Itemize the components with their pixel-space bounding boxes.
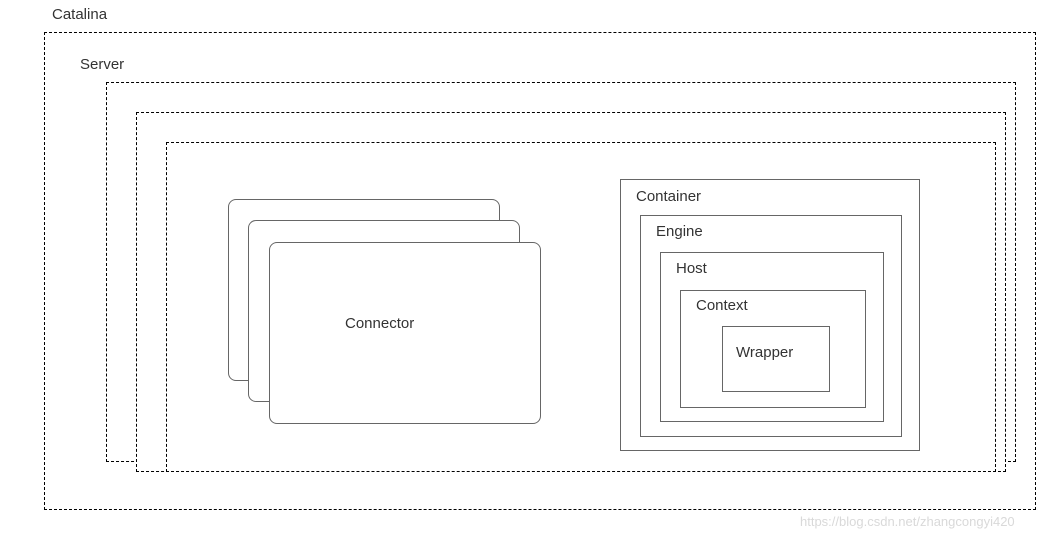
catalina-label: Catalina: [52, 6, 107, 23]
watermark-text: https://blog.csdn.net/zhangcongyi420: [800, 514, 1015, 529]
connector-box-front: [269, 242, 541, 424]
engine-label: Engine: [656, 223, 703, 240]
host-label: Host: [676, 260, 707, 277]
container-label: Container: [636, 188, 701, 205]
connector-label: Connector: [345, 315, 414, 332]
wrapper-label: Wrapper: [736, 344, 793, 361]
context-label: Context: [696, 297, 748, 314]
server-label: Server: [80, 56, 124, 73]
